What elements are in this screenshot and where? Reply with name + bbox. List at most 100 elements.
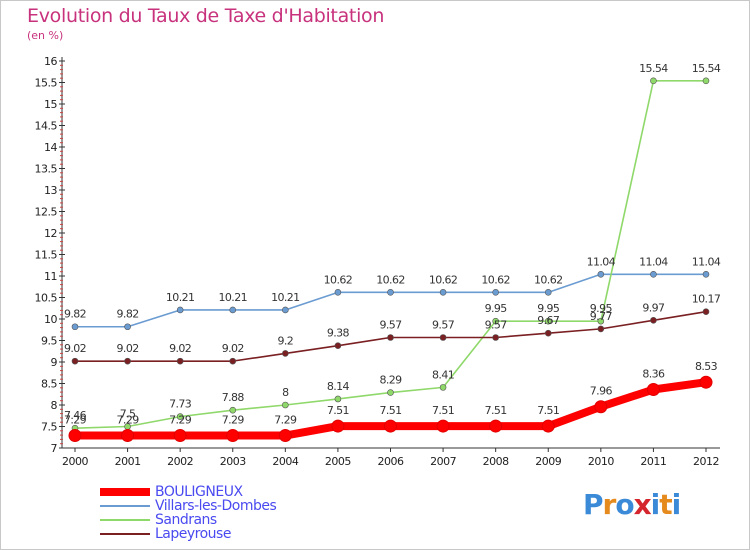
data-label: 9.38: [327, 327, 350, 340]
data-point: [650, 270, 657, 278]
y-tick-label: 11.5: [35, 249, 58, 262]
data-point: [439, 334, 447, 341]
data-label: 8: [282, 386, 289, 399]
data-point: [650, 316, 657, 324]
data-label: 7.29: [274, 414, 297, 427]
data-point: [492, 317, 499, 325]
data-label: 15.54: [692, 62, 721, 75]
proxiti-logo: Proxiti: [583, 488, 682, 521]
data-point: [492, 289, 499, 296]
logo-letter: x: [633, 488, 652, 521]
logo-letter: r: [602, 488, 617, 521]
data-label: 9.95: [537, 302, 560, 315]
y-tick-label: 10: [44, 313, 57, 326]
data-point: [173, 429, 187, 443]
data-label: 10.62: [534, 273, 563, 286]
data-point: [121, 429, 135, 443]
y-tick-label: 15: [44, 98, 57, 111]
y-tick-label: 7.5: [41, 421, 57, 434]
logo-letter: t: [659, 488, 672, 521]
y-tick-label: 14: [44, 141, 57, 154]
legend-swatch: [100, 533, 150, 535]
legend-item: Sandrans: [100, 512, 360, 528]
data-point: [699, 375, 713, 389]
data-point: [544, 289, 552, 296]
legend-item: Lapeyrouse: [100, 526, 360, 542]
data-label: 8.36: [642, 368, 665, 381]
data-label: 9.67: [537, 314, 560, 327]
data-label: 7.29: [169, 414, 192, 427]
data-point: [331, 419, 345, 433]
x-tick-label: 2007: [430, 455, 456, 468]
x-tick-label: 2000: [62, 455, 88, 468]
data-point: [541, 419, 555, 433]
data-label: 7.5: [120, 408, 136, 421]
data-label: 9.02: [117, 342, 139, 355]
data-point: [124, 323, 131, 331]
data-point: [702, 308, 710, 315]
data-point: [71, 323, 79, 331]
legend-swatch: [100, 505, 150, 507]
data-point: [387, 389, 394, 396]
data-point: [68, 429, 82, 443]
x-tick-label: 2010: [588, 455, 614, 468]
data-label: 9.95: [485, 302, 508, 315]
data-label: 11.04: [639, 255, 668, 268]
data-label: 10.21: [219, 291, 248, 304]
data-label: 11.04: [587, 255, 616, 268]
y-tick-label: 12.5: [35, 206, 58, 219]
y-tick-label: 7: [51, 442, 58, 455]
chart-title: Evolution du Taux de Taxe d'Habitation: [27, 5, 385, 27]
data-label: 9.97: [642, 301, 665, 314]
data-point: [544, 329, 552, 337]
data-point: [176, 357, 184, 365]
data-label: 7.29: [117, 414, 140, 427]
data-label: 10.62: [429, 273, 458, 286]
y-tick-label: 13: [44, 184, 57, 197]
data-point: [71, 357, 79, 365]
data-label: 7.51: [537, 404, 559, 417]
x-tick-label: 2006: [378, 455, 404, 468]
data-label: 9.2: [277, 334, 293, 347]
data-point: [229, 357, 237, 365]
logo-letter: o: [615, 488, 634, 521]
y-tick-label: 10.5: [35, 292, 58, 305]
x-tick-label: 2011: [640, 455, 666, 468]
data-point: [229, 306, 237, 314]
x-tick-label: 2003: [220, 455, 246, 468]
logo-letter: i: [671, 488, 682, 521]
data-label: 9.82: [117, 308, 139, 321]
data-point: [176, 306, 184, 314]
data-label: 9.95: [590, 302, 613, 315]
data-point: [282, 401, 289, 409]
x-tick-label: 2005: [325, 455, 351, 468]
data-point: [226, 429, 240, 443]
chart-subtitle: (en %): [27, 29, 64, 42]
data-point: [384, 419, 397, 433]
x-tick-label: 2008: [483, 455, 509, 468]
legend-item: BOULIGNEUX: [100, 484, 360, 500]
y-tick-label: 14.5: [35, 120, 58, 133]
legend-label: Sandrans: [155, 512, 217, 528]
logo-letter: P: [583, 488, 604, 521]
x-tick-label: 2012: [693, 455, 719, 468]
data-label: 7.29: [64, 414, 87, 427]
data-label: 10.62: [481, 273, 510, 286]
y-tick-label: 11: [44, 270, 57, 283]
y-tick-label: 13.5: [35, 163, 58, 176]
data-label: 7.46: [64, 409, 87, 422]
legend-label: Villars-les-Dombes: [155, 498, 277, 514]
x-tick-label: 2004: [272, 455, 298, 468]
y-tick-label: 15.5: [35, 77, 58, 90]
data-point: [650, 77, 657, 85]
legend-label: BOULIGNEUX: [155, 484, 243, 500]
data-label: 9.57: [379, 318, 402, 331]
data-point: [544, 317, 552, 325]
data-point: [282, 350, 289, 357]
data-label: 7.51: [485, 404, 507, 417]
data-point: [176, 413, 184, 420]
data-point: [334, 289, 342, 296]
x-tick-label: 2002: [167, 455, 193, 468]
data-label: 9.02: [222, 342, 244, 355]
data-point: [702, 77, 710, 85]
